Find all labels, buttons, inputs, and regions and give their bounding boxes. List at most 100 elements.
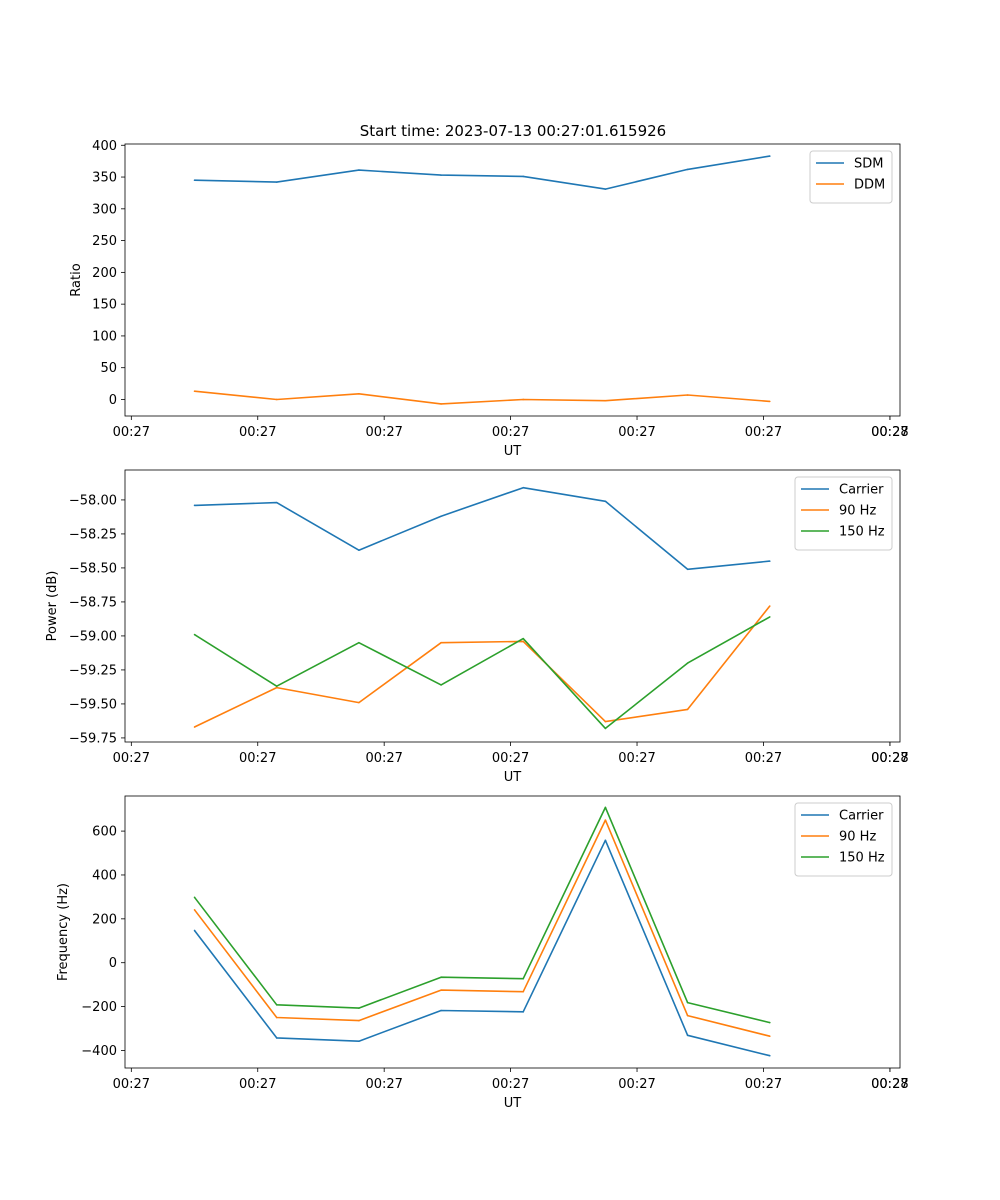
power-y-axis-label: Power (dB): [45, 571, 60, 642]
ratio-x-tick-label: 00:27: [745, 425, 782, 440]
power-legend-label-carrier: Carrier: [839, 483, 884, 498]
ratio-data-point-sdm: [686, 168, 689, 171]
frequency-series-line-carrier: [193, 839, 770, 1057]
ratio-y-tick-label: 200: [92, 266, 117, 281]
power-panel: −59.75 −59.50 −59.25 −59.00 −58.75 −58.50 −58.…: [45, 469, 909, 785]
power-data-point-150-hz: [358, 641, 360, 644]
power-y-tick-label: −59.00: [69, 629, 117, 644]
power-x-tick-label: 00:27: [618, 751, 655, 766]
ratio-y-tick-label: 250: [92, 234, 117, 249]
frequency-y-tick-label: 0: [109, 956, 117, 971]
frequency-data-point-150-hz: [604, 806, 607, 809]
frequency-data-point-carrier: [522, 1011, 525, 1013]
ratio-x-tick-label: 00:27: [239, 425, 276, 440]
power-data-point-90-hz: [686, 708, 689, 711]
frequency-data-point-90-hz: [768, 1035, 771, 1037]
ratio-data-point-ddm: [604, 399, 607, 402]
ratio-series-line-ddm: [194, 390, 770, 405]
power-x-tick-label: 00:27: [239, 751, 276, 766]
power-x-tick-label: 00:27: [745, 751, 782, 766]
power-axes-frame: [124, 469, 901, 743]
power-y-tick-label: −58.00: [69, 493, 117, 508]
power-legend-label-150-hz: 150 Hz: [839, 525, 885, 540]
frequency-data-point-carrier: [686, 1034, 689, 1037]
power-x-axis-label: UT: [504, 770, 522, 785]
ratio-data-point-ddm: [358, 392, 360, 395]
frequency-x-tick-label: 00:27: [492, 1077, 529, 1092]
frequency-x-axis-label: UT: [504, 1096, 522, 1111]
power-data-point-150-hz: [440, 684, 442, 686]
frequency-data-point-carrier: [440, 1009, 442, 1012]
power-data-point-150-hz: [768, 616, 771, 618]
power-data-point-150-hz: [522, 637, 525, 640]
ratio-x-tick-label: 00:27: [871, 425, 908, 440]
ratio-axes-frame: [124, 143, 901, 417]
frequency-data-point-carrier: [193, 929, 196, 932]
frequency-axes-frame: [124, 795, 901, 1069]
frequency-data-point-90-hz: [275, 1016, 278, 1019]
power-data-point-90-hz: [604, 720, 607, 723]
power-x-tick-label: 00:27: [492, 751, 529, 766]
frequency-data-point-90-hz: [193, 909, 196, 911]
ratio-data-point-sdm: [358, 169, 360, 171]
frequency-x-tick-label: 00:28: [871, 1077, 908, 1092]
power-series-line-carrier: [194, 486, 770, 571]
frequency-data-point-150-hz: [768, 1021, 771, 1024]
ratio-y-tick-label: 0: [109, 393, 117, 408]
ratio-y-tick-label: 100: [92, 329, 117, 344]
power-data-point-carrier: [686, 568, 689, 571]
ratio-y-tick-label: 150: [92, 298, 117, 313]
ratio-data-point-sdm: [193, 179, 196, 182]
frequency-data-point-150-hz: [686, 1001, 689, 1004]
power-x-tick-label: 00:27: [365, 751, 402, 766]
frequency-data-point-150-hz: [358, 1007, 360, 1009]
frequency-legend-label-carrier: Carrier: [839, 809, 884, 824]
ratio-data-point-ddm: [275, 398, 278, 401]
frequency-y-tick-label: 400: [92, 868, 117, 883]
ratio-y-axis-label: Ratio: [69, 263, 84, 296]
frequency-data-point-90-hz: [358, 1019, 360, 1022]
power-data-point-carrier: [768, 560, 771, 562]
power-x-tick-label: 00:27: [871, 751, 908, 766]
figure-title: Start time: 2023-07-13 00:27:01.615926: [360, 122, 666, 140]
ratio-legend: [809, 150, 893, 204]
ratio-data-point-sdm: [768, 155, 771, 157]
frequency-y-tick-label: −400: [81, 1044, 117, 1059]
power-data-point-carrier: [522, 486, 525, 489]
frequency-data-point-150-hz: [193, 896, 196, 899]
ratio-data-point-ddm: [686, 394, 689, 396]
frequency-data-point-carrier: [358, 1040, 360, 1043]
power-x-tick-label: 00:28: [871, 751, 908, 766]
ratio-legend-label-ddm: DDM: [854, 178, 885, 193]
power-legend-label-90-hz: 90 Hz: [839, 504, 876, 519]
ratio-x-axis-label: UT: [504, 444, 522, 459]
ratio-data-point-sdm: [440, 174, 442, 176]
ratio-y-tick-label: 50: [100, 361, 117, 376]
frequency-legend-label-90-hz: 90 Hz: [839, 830, 876, 845]
frequency-data-point-carrier: [768, 1054, 771, 1057]
power-x-tick-label: 00:27: [113, 751, 150, 766]
ratio-series-line-sdm: [194, 155, 770, 190]
frequency-data-point-90-hz: [686, 1014, 689, 1017]
power-data-point-90-hz: [358, 701, 360, 704]
ratio-data-point-sdm: [522, 175, 525, 178]
ratio-legend-label-sdm: SDM: [854, 157, 883, 172]
frequency-data-point-150-hz: [522, 977, 525, 980]
frequency-x-tick-label: 00:27: [871, 1077, 908, 1092]
ratio-data-point-sdm: [604, 188, 607, 190]
frequency-data-point-150-hz: [275, 1004, 278, 1006]
frequency-series-line-90-hz: [193, 819, 770, 1037]
ratio-data-point-ddm: [193, 390, 196, 393]
frequency-x-tick-label: 00:27: [365, 1077, 402, 1092]
power-data-point-90-hz: [440, 641, 442, 644]
power-data-point-90-hz: [768, 605, 771, 607]
frequency-y-tick-label: 200: [92, 912, 117, 927]
frequency-y-tick-label: 600: [92, 825, 117, 840]
power-y-tick-label: −59.50: [69, 697, 117, 712]
ratio-y-tick-label: 350: [92, 171, 117, 186]
ratio-data-point-sdm: [275, 181, 278, 183]
ratio-data-point-ddm: [522, 398, 525, 401]
power-data-point-90-hz: [193, 726, 196, 728]
frequency-legend-label-150-hz: 150 Hz: [839, 851, 885, 866]
